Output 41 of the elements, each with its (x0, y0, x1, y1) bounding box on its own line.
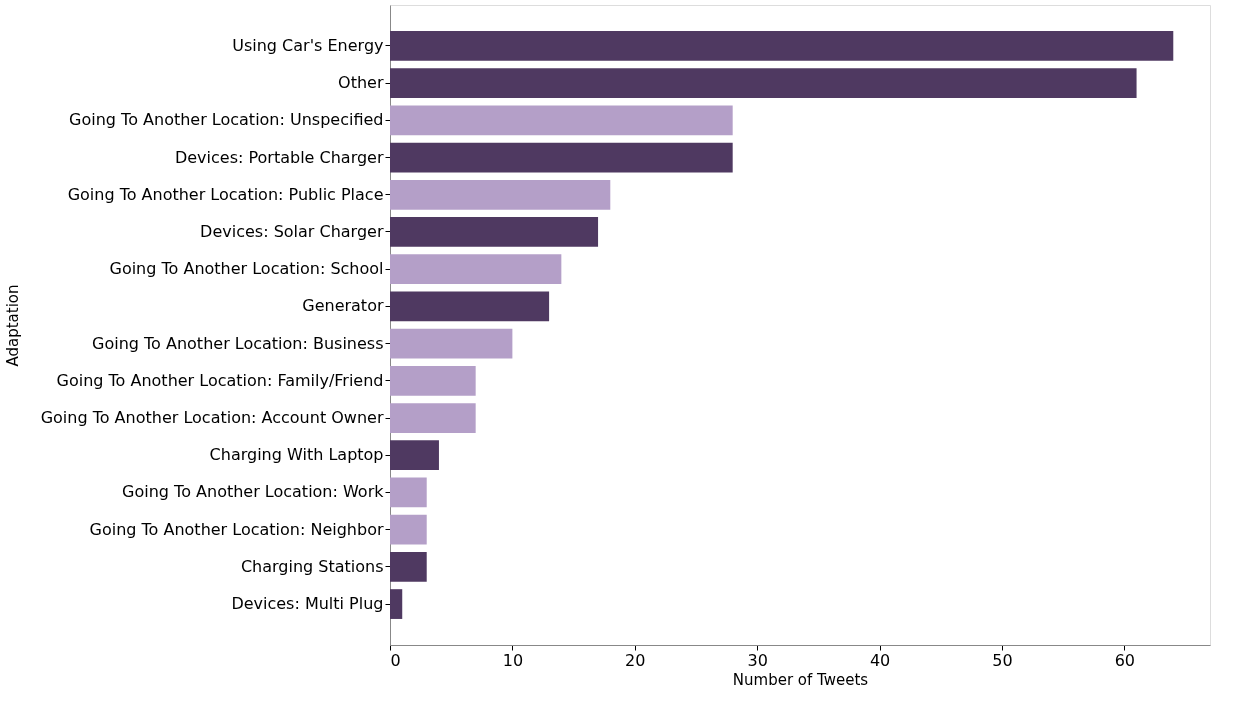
y-tick-label: Generator (302, 296, 384, 316)
y-tick-label: Charging Stations (240, 556, 384, 576)
y-tick-label: Going To Another Location: Family/Friend (56, 370, 384, 390)
bar (390, 291, 550, 322)
bar (390, 403, 476, 433)
y-tick-label: Going To Another Location: Unspecified (69, 110, 384, 130)
y-tick-label: Going To Another Location: Business (92, 333, 384, 353)
x-axis-title: Number of Tweets (732, 670, 869, 689)
bar (390, 105, 733, 136)
y-tick-label: Going To Another Location: Neighbor (89, 519, 384, 539)
bar (390, 142, 733, 173)
y-tick-label: Going To Another Location: School (109, 259, 384, 279)
bar (390, 477, 427, 508)
bar (390, 31, 1174, 61)
y-tick-label: Devices: Multi Plug (231, 594, 384, 614)
bar (390, 217, 599, 247)
bar (390, 440, 439, 471)
x-tick-label: 10 (502, 650, 524, 670)
x-tick-label: 60 (1114, 650, 1136, 670)
x-tick-label: 50 (992, 650, 1013, 670)
bar (390, 365, 476, 396)
y-tick-label: Devices: Portable Charger (174, 147, 384, 167)
bar (390, 551, 427, 582)
y-tick-label: Devices: Solar Charger (200, 221, 384, 241)
y-tick-label: Using Car's Energy (232, 35, 384, 55)
bar (390, 514, 427, 545)
y-tick-label: Going To Another Location: Account Owner (40, 408, 384, 428)
bar (390, 254, 562, 285)
y-tick-label: Other (338, 73, 384, 93)
bar (390, 68, 1137, 99)
y-tick-label: Going To Another Location: Work (122, 482, 385, 502)
x-tick-label: 40 (869, 650, 891, 670)
bar (390, 328, 513, 359)
bar (390, 179, 611, 210)
bar (390, 589, 403, 619)
x-tick-label: 20 (625, 650, 646, 670)
y-tick-label: Charging With Laptop (209, 445, 384, 465)
x-tick-label: 30 (747, 650, 768, 670)
y-tick-label: Going To Another Location: Public Place (67, 184, 384, 204)
y-axis-title: Adaptation (3, 284, 22, 367)
x-tick-label: 0 (390, 650, 401, 670)
